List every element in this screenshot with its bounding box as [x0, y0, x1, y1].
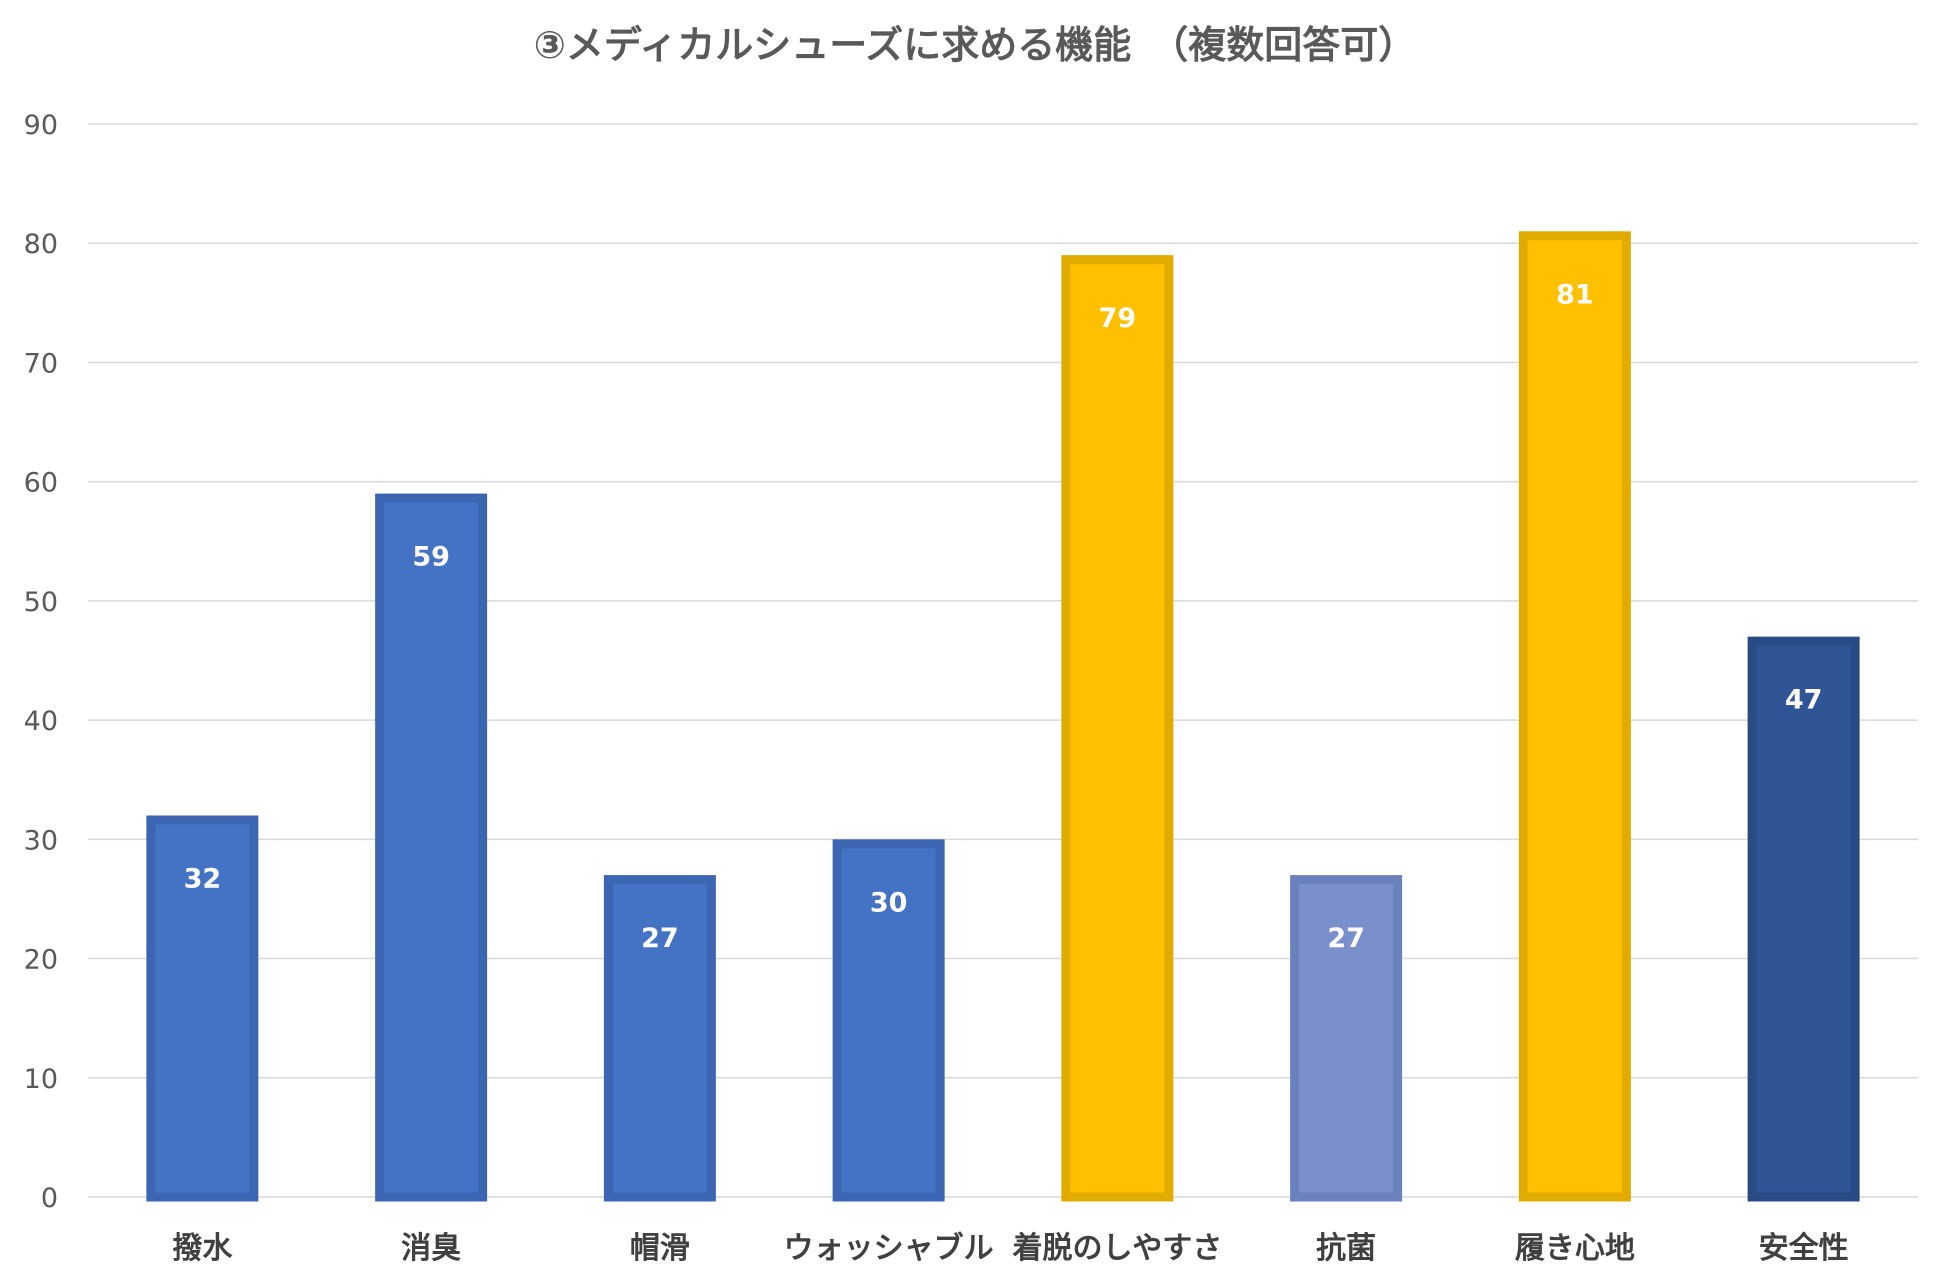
y-tick-label: 80: [24, 229, 58, 260]
y-tick-label: 0: [41, 1183, 58, 1214]
y-tick-label: 20: [24, 945, 58, 976]
bar: [1747, 636, 1860, 1202]
x-tick-label: ウォッシャブル: [784, 1231, 994, 1266]
x-tick-label: 履き心地: [1515, 1231, 1635, 1266]
data-label: 27: [1327, 923, 1365, 954]
y-tick-label: 30: [24, 825, 58, 856]
x-tick-label: 着脱のしやすさ: [1013, 1231, 1223, 1266]
y-tick-label: 10: [24, 1064, 58, 1095]
y-tick-label: 50: [24, 587, 58, 618]
data-label: 81: [1556, 279, 1594, 310]
bar: [603, 875, 716, 1202]
y-axis-ticks: 0 10 20 30 40 50 60 70 80 90: [24, 110, 58, 1214]
x-tick-label: 安全性: [1759, 1231, 1849, 1266]
y-tick-label: 40: [24, 706, 58, 737]
bar: [1061, 255, 1174, 1202]
bars: [146, 231, 1860, 1202]
chart-title: ③メディカルシューズに求める機能 （複数回答可）: [534, 23, 1417, 67]
bar: [1290, 875, 1403, 1202]
x-tick-label: 抗菌: [1316, 1231, 1376, 1266]
data-label: 59: [412, 542, 450, 573]
data-labels: 32 59 27 30 79 27 81 47: [184, 279, 1823, 954]
x-tick-label: 帽滑: [630, 1231, 690, 1266]
data-label: 30: [870, 887, 908, 918]
bar: [375, 493, 488, 1202]
x-tick-label: 消臭: [401, 1231, 461, 1266]
bar: [1518, 231, 1631, 1202]
y-tick-label: 90: [24, 110, 58, 141]
x-tick-label: 撥水: [172, 1231, 233, 1266]
gridlines: [88, 123, 1918, 1198]
y-tick-label: 60: [24, 468, 58, 499]
bar: [146, 815, 259, 1202]
data-label: 47: [1785, 685, 1823, 716]
data-label: 79: [1099, 303, 1137, 334]
y-tick-label: 70: [24, 348, 58, 379]
data-label: 32: [184, 863, 222, 894]
data-label: 27: [641, 923, 679, 954]
x-axis-ticks: 撥水 消臭 帽滑 ウォッシャブル 着脱のしやすさ 抗菌 履き心地 安全性: [172, 1231, 1848, 1266]
bar: [832, 839, 945, 1202]
